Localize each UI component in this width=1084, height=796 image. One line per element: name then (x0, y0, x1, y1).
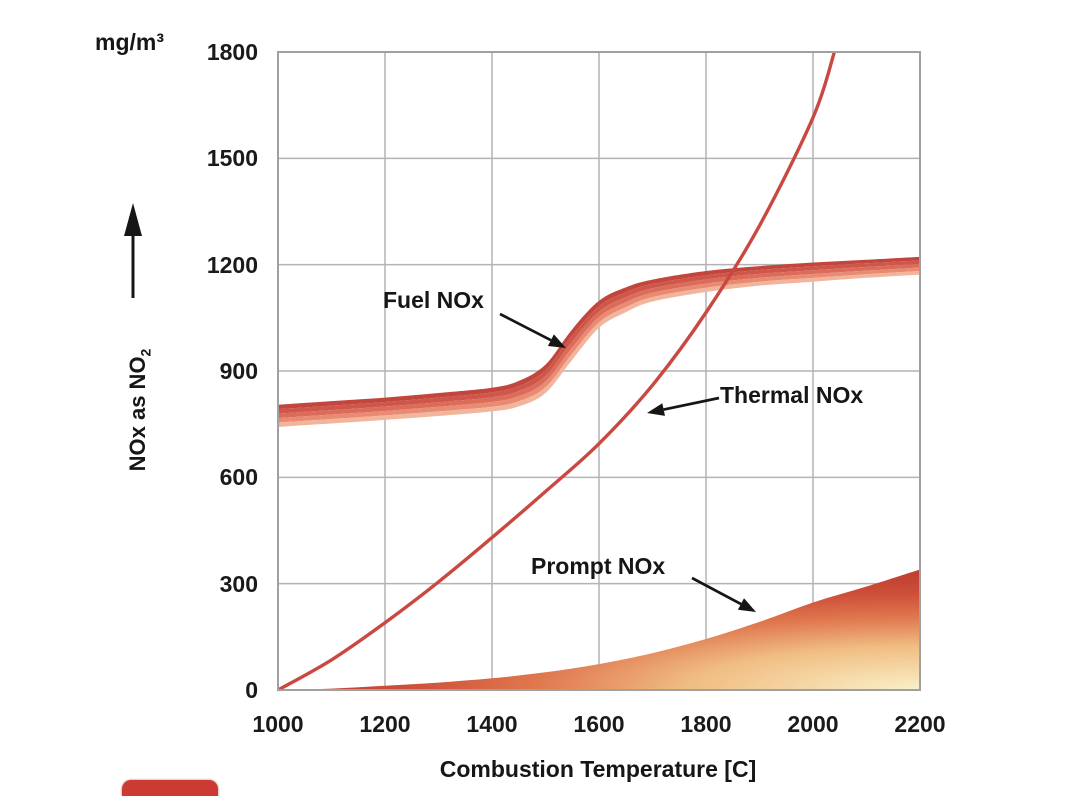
y-tick-label: 600 (219, 464, 258, 491)
gridlines (277, 51, 921, 691)
annotation-thermal-nox-label: Thermal NOx (720, 382, 864, 408)
x-tick-label: 1400 (466, 711, 518, 737)
annotation-prompt-nox-label: Prompt NOx (531, 553, 666, 579)
y-tick-label: 300 (219, 570, 258, 597)
y-axis-title-subscript: 2 (137, 348, 154, 357)
annotation-fuel-nox-label: Fuel NOx (383, 287, 484, 313)
y-axis-unit-label: mg/m³ (95, 29, 164, 55)
y-tick-label: 1500 (206, 145, 258, 172)
x-tick-label: 2200 (894, 711, 946, 737)
x-tick-label: 2000 (787, 711, 839, 737)
x-tick-label: 1800 (680, 711, 732, 737)
plot-border (277, 51, 921, 691)
x-tick-label: 1200 (359, 711, 411, 737)
x-tick-label: 1000 (252, 711, 304, 737)
page-number-badge (122, 780, 218, 796)
x-tick-label: 1600 (573, 711, 625, 737)
y-tick-label: 0 (245, 677, 258, 703)
x-axis-title: Combustion Temperature [C] (439, 756, 757, 782)
y-tick-label: 1200 (206, 251, 258, 278)
y-axis-title-text: NOx as NO (125, 356, 150, 472)
y-tick-label: 900 (219, 358, 258, 384)
y-tick-label: 1800 (206, 39, 258, 65)
y-axis-title: NOx as NO2 (125, 290, 155, 530)
data-series (277, 51, 920, 692)
annotation-arrows (124, 203, 756, 612)
